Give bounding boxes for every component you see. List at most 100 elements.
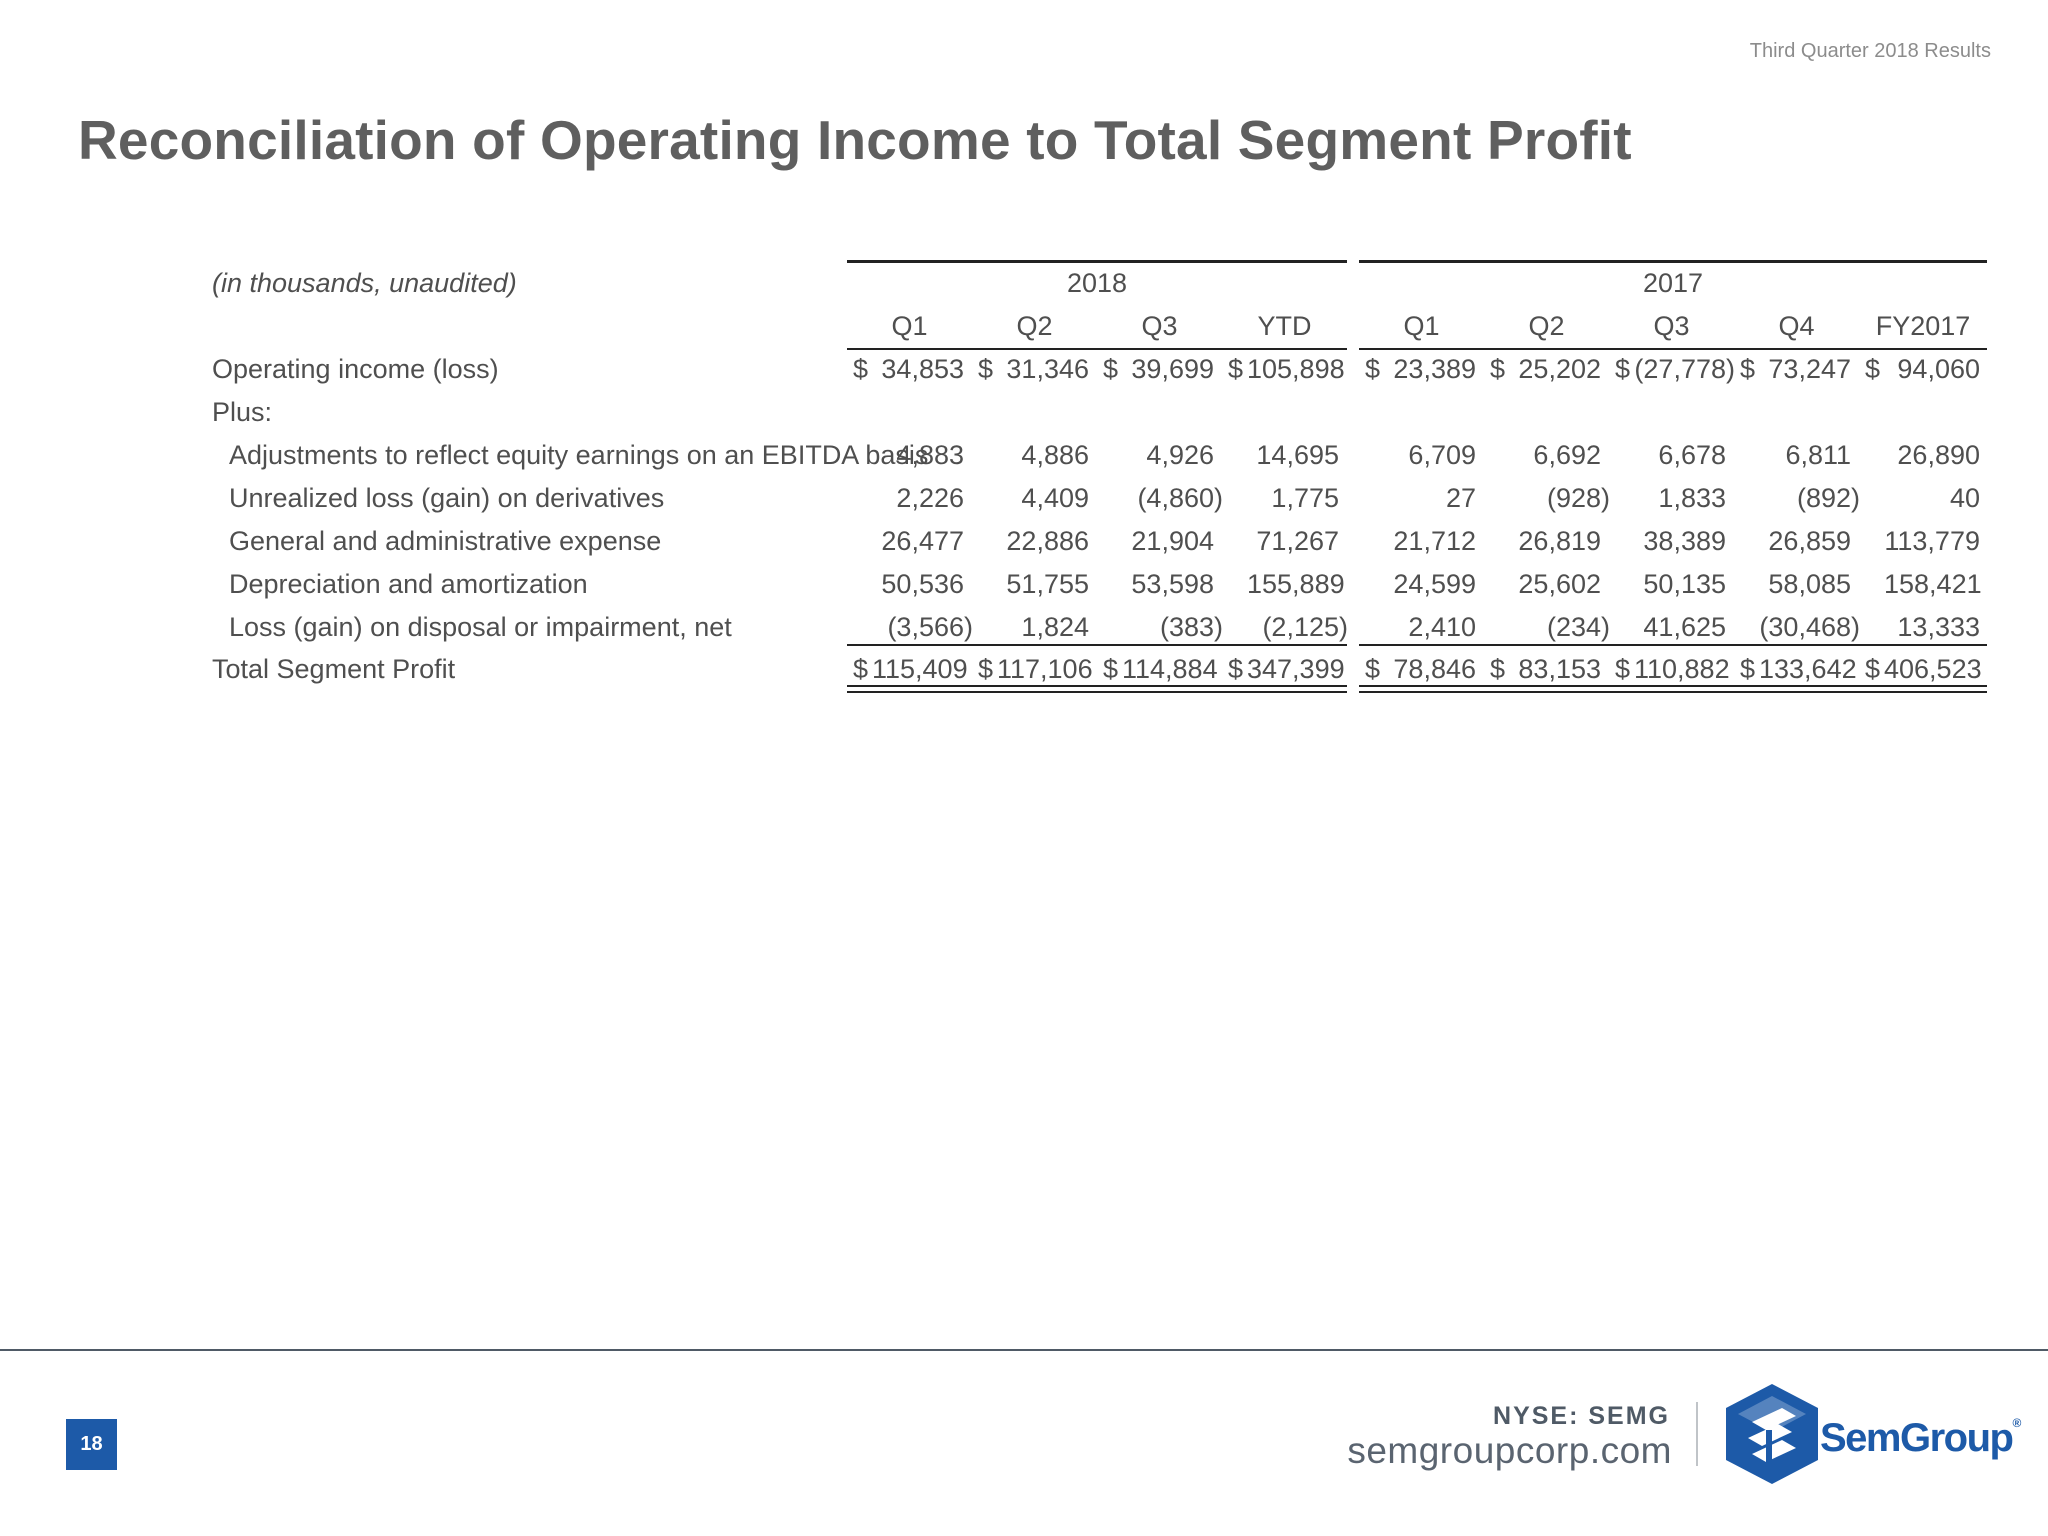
table-cell: 6,709 bbox=[1408, 440, 1476, 470]
table-row-depreciation: Depreciation and amortization 50,536 51,… bbox=[212, 563, 1990, 606]
total-double-rule-2018-b bbox=[847, 691, 1347, 693]
table-row-plus: Plus: bbox=[212, 391, 1990, 434]
dollar-sign: $ bbox=[1228, 354, 1244, 384]
top-rule-2018 bbox=[847, 260, 1347, 263]
table-row-general-admin: General and administrative expense 26,47… bbox=[212, 520, 1990, 563]
table-cell: 73,247 bbox=[1768, 354, 1851, 384]
dollar-sign: $ bbox=[1865, 354, 1881, 384]
table-cell: 83,153 bbox=[1518, 654, 1601, 684]
table-cell: 2,226 bbox=[896, 483, 964, 513]
column-header: YTD bbox=[1257, 311, 1312, 341]
table-cell: (4,860) bbox=[1137, 483, 1223, 513]
column-header: Q2 bbox=[1528, 311, 1565, 341]
top-rule-2017 bbox=[1359, 260, 1987, 263]
column-header: FY2017 bbox=[1875, 311, 1971, 341]
table-cell: 133,642 bbox=[1759, 654, 1857, 684]
table-cell: 22,886 bbox=[1006, 526, 1089, 556]
table-cell: 1,775 bbox=[1271, 483, 1339, 513]
table-header-years: (in thousands, unaudited) 2018 2017 bbox=[212, 262, 1990, 305]
plus-label: Plus: bbox=[212, 397, 273, 427]
column-header: Q3 bbox=[1141, 311, 1178, 341]
table-cell: 13,333 bbox=[1897, 612, 1980, 642]
registered-mark: ® bbox=[2012, 1416, 2022, 1430]
dollar-sign: $ bbox=[853, 654, 869, 684]
table-cell: 4,409 bbox=[1021, 483, 1089, 513]
dollar-sign: $ bbox=[853, 354, 869, 384]
table-cell: 31,346 bbox=[1006, 354, 1089, 384]
table-cell: 27 bbox=[1445, 483, 1476, 513]
total-double-rule-2017-b bbox=[1359, 691, 1987, 693]
table-cell: 40 bbox=[1949, 483, 1980, 513]
dollar-sign: $ bbox=[978, 354, 994, 384]
table-cell: 105,898 bbox=[1247, 354, 1345, 384]
table-cell: 6,811 bbox=[1785, 440, 1851, 470]
table-cell: 2,410 bbox=[1408, 612, 1476, 642]
table-cell: 114,884 bbox=[1122, 654, 1218, 684]
table-cell: 4,883 bbox=[896, 440, 964, 470]
table-cell: 110,882 bbox=[1634, 654, 1730, 684]
row-label: Loss (gain) on disposal or impairment, n… bbox=[229, 612, 732, 642]
table-cell: 347,399 bbox=[1247, 654, 1345, 684]
dollar-sign: $ bbox=[1365, 354, 1381, 384]
table-cell: 41,625 bbox=[1643, 612, 1726, 642]
table-cell: 115,409 bbox=[872, 654, 968, 684]
dollar-sign: $ bbox=[1365, 654, 1381, 684]
header-rule-2018 bbox=[847, 348, 1347, 350]
dollar-sign: $ bbox=[1228, 654, 1244, 684]
row-label: Total Segment Profit bbox=[212, 654, 456, 684]
column-header: Q2 bbox=[1016, 311, 1053, 341]
table-cell: (892) bbox=[1796, 483, 1860, 513]
page-number: 18 bbox=[66, 1419, 117, 1470]
dollar-sign: $ bbox=[1615, 354, 1631, 384]
header-rule-2017 bbox=[1359, 348, 1987, 350]
table-cell: (234) bbox=[1546, 612, 1610, 642]
table-cell: 21,904 bbox=[1131, 526, 1214, 556]
table-cell: 21,712 bbox=[1393, 526, 1476, 556]
dollar-sign: $ bbox=[978, 654, 994, 684]
table-cell: (383) bbox=[1159, 612, 1223, 642]
table-cell: 25,602 bbox=[1518, 569, 1601, 599]
logo-text: SemGroup bbox=[1820, 1416, 2014, 1460]
row-label: Operating income (loss) bbox=[212, 354, 499, 384]
table-cell: 14,695 bbox=[1256, 440, 1339, 470]
table-cell: (2,125) bbox=[1262, 612, 1348, 642]
table-row-operating-income: Operating income (loss) $ 34,853 $ 31,34… bbox=[212, 348, 1990, 391]
website-link[interactable]: semgroupcorp.com bbox=[1347, 1430, 1672, 1471]
year-group-2018: 2018 bbox=[1066, 268, 1128, 298]
dollar-sign: $ bbox=[1103, 654, 1119, 684]
table-cell: 1,833 bbox=[1658, 483, 1726, 513]
table-cell: 406,523 bbox=[1884, 654, 1982, 684]
table-cell: 26,819 bbox=[1518, 526, 1601, 556]
table-cell: 26,859 bbox=[1768, 526, 1851, 556]
table-cell: 1,824 bbox=[1021, 612, 1089, 642]
footer-divider-line bbox=[0, 1349, 2048, 1351]
total-double-rule-2018-a bbox=[847, 685, 1347, 687]
table-cell: 6,678 bbox=[1658, 440, 1726, 470]
table-cell: (928) bbox=[1546, 483, 1610, 513]
table-cell: 24,599 bbox=[1393, 569, 1476, 599]
table-cell: 94,060 bbox=[1897, 354, 1980, 384]
table-row-unrealized: Unrealized loss (gain) on derivatives 2,… bbox=[212, 477, 1990, 520]
table-cell: 51,755 bbox=[1006, 569, 1089, 599]
table-cell: 50,536 bbox=[881, 569, 964, 599]
dollar-sign: $ bbox=[1490, 354, 1506, 384]
table-row-disposal: Loss (gain) on disposal or impairment, n… bbox=[212, 606, 1990, 649]
dollar-sign: $ bbox=[1865, 654, 1881, 684]
row-label: Depreciation and amortization bbox=[229, 569, 588, 599]
table-cell: 34,853 bbox=[881, 354, 964, 384]
table-cell: 6,692 bbox=[1533, 440, 1601, 470]
table-cell: 26,890 bbox=[1897, 440, 1980, 470]
table-cell: 117,106 bbox=[997, 654, 1093, 684]
table-cell: (27,778) bbox=[1634, 354, 1735, 384]
table-cell: 38,389 bbox=[1643, 526, 1726, 556]
table-cell: 158,421 bbox=[1884, 569, 1982, 599]
subtotal-rule-2018 bbox=[847, 644, 1347, 646]
table-cell: 39,699 bbox=[1131, 354, 1214, 384]
table-cell: (3,566) bbox=[887, 612, 973, 642]
table-header-columns: Q1 Q2 Q3 YTD Q1 Q2 Q3 Q4 FY2017 bbox=[212, 305, 1990, 348]
dollar-sign: $ bbox=[1490, 654, 1506, 684]
stock-ticker: NYSE: SEMG bbox=[1493, 1402, 1670, 1430]
table-cell: 50,135 bbox=[1643, 569, 1726, 599]
table-cell: 58,085 bbox=[1768, 569, 1851, 599]
column-header: Q4 bbox=[1778, 311, 1815, 341]
